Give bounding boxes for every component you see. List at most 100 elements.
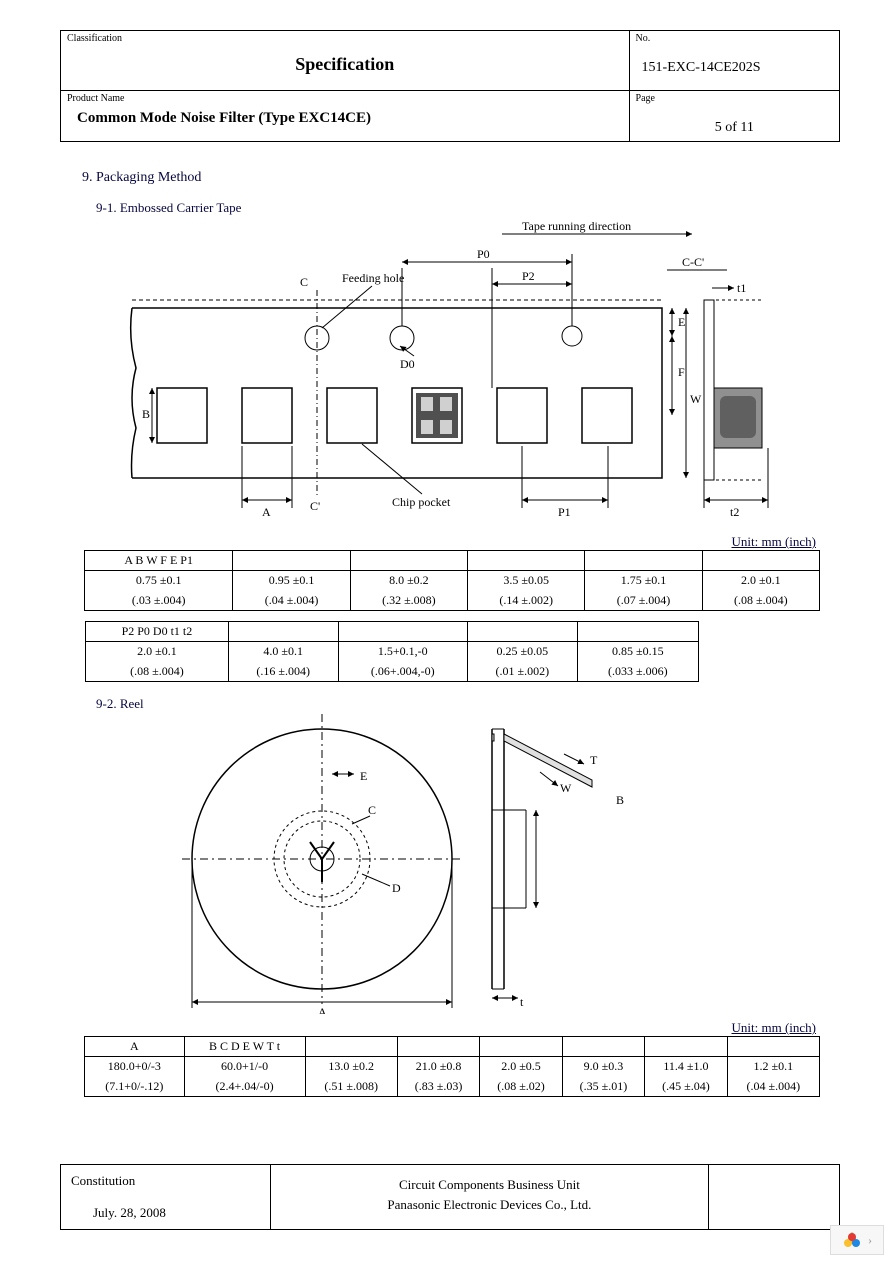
t3-h0: A [85,1037,185,1057]
t3-mm-1: 60.0+1/-0 [184,1057,305,1077]
t3-in-5: (.35 ±.01) [562,1077,644,1097]
business-unit: Circuit Components Business Unit [275,1177,705,1193]
no-label: No. [636,33,833,44]
t3-in-2: (.51 ±.008) [305,1077,397,1097]
product-title: Common Mode Noise Filter (Type EXC14CE) [77,110,623,127]
t1-mm-3: 3.5 ±0.05 [468,571,585,591]
t1-h5 [702,551,819,571]
svg-text:E: E [360,769,367,783]
t1-h0: A B W F E P1 [85,551,233,571]
t2-h3 [467,622,577,642]
t1-in-1: (.04 ±.004) [233,591,350,611]
t1-h1 [233,551,350,571]
t3-mm-3: 21.0 ±0.8 [397,1057,479,1077]
svg-text:D: D [392,881,401,895]
t3-h1: B C D E W T t [184,1037,305,1057]
reel-table: A B C D E W T t 180.0+0/-3 60.0+1/-0 13.… [84,1036,820,1097]
company-name: Panasonic Electronic Devices Co., Ltd. [275,1197,705,1213]
t3-in-6: (.45 ±.04) [645,1077,727,1097]
header-classification: Classification Specification [61,31,630,91]
t2-h4 [577,622,698,642]
svg-text:F: F [678,365,685,379]
t2-mm-0: 2.0 ±0.1 [86,642,229,662]
reel-diagram: E C D A [122,714,822,1018]
t2-in-2: (.06+.004,-0) [338,662,467,682]
svg-text:A: A [262,505,271,519]
unit-label-2: Unit: mm (inch) [82,1020,816,1036]
header-block: Classification Specification No. 151-EXC… [60,30,840,142]
tape-table-2: P2 P0 D0 t1 t2 2.0 ±0.1 4.0 ±0.1 1.5+0.1… [85,621,699,682]
header-no: No. 151-EXC-14CE202S [630,31,839,91]
t1-in-3: (.14 ±.002) [468,591,585,611]
t1-mm-0: 0.75 ±0.1 [85,571,233,591]
t3-h6 [645,1037,727,1057]
footer-block: Constitution July. 28, 2008 Circuit Comp… [60,1164,840,1230]
t3-in-4: (.08 ±.02) [480,1077,562,1097]
chevron-right-icon: › [868,1233,872,1248]
spec-title: Specification [67,54,623,75]
t2-mm-2: 1.5+0.1,-0 [338,642,467,662]
t2-in-1: (.16 ±.004) [228,662,338,682]
t3-mm-4: 2.0 ±0.5 [480,1057,562,1077]
unit-label-1: Unit: mm (inch) [82,534,816,550]
svg-text:t: t [520,995,524,1009]
constitution-label: Constitution [71,1173,260,1189]
svg-text:A: A [318,1005,327,1014]
t2-mm-4: 0.85 ±0.15 [577,642,698,662]
product-label: Product Name [67,93,623,104]
section-9-title: 9. Packaging Method [82,170,822,186]
t1-in-5: (.08 ±.004) [702,591,819,611]
t3-in-1: (2.4+.04/-0) [184,1077,305,1097]
t3-mm-5: 9.0 ±0.3 [562,1057,644,1077]
tape-diagram: Tape running direction P0 P2 C-C' t1 [122,218,822,532]
t1-in-2: (.32 ±.008) [350,591,467,611]
svg-text:t1: t1 [737,281,746,295]
footer-right [709,1165,839,1229]
header-product: Product Name Common Mode Noise Filter (T… [61,91,630,141]
t1-mm-2: 8.0 ±0.2 [350,571,467,591]
t1-h3 [468,551,585,571]
t1-in-4: (.07 ±.004) [585,591,702,611]
svg-text:D0: D0 [400,357,415,371]
t1-h4 [585,551,702,571]
svg-text:C': C' [310,499,320,513]
svg-text:Feeding hole: Feeding hole [342,271,404,285]
svg-text:C-C': C-C' [682,255,704,269]
svg-text:W: W [690,392,702,406]
svg-text:P1: P1 [558,505,571,519]
t3-h4 [480,1037,562,1057]
t3-h5 [562,1037,644,1057]
header-page: Page 5 of 11 [630,91,839,141]
t1-mm-5: 2.0 ±0.1 [702,571,819,591]
t3-mm-2: 13.0 ±0.2 [305,1057,397,1077]
t3-h3 [397,1037,479,1057]
t1-in-0: (.03 ±.004) [85,591,233,611]
section-9-1-title: 9-1. Embossed Carrier Tape [96,200,822,216]
svg-text:Chip pocket: Chip pocket [392,495,451,509]
cross-section [704,300,762,480]
classification-label: Classification [67,33,623,44]
t3-in-0: (7.1+0/-.12) [85,1077,185,1097]
t2-in-4: (.033 ±.006) [577,662,698,682]
footer-left: Constitution July. 28, 2008 [61,1165,271,1229]
t3-in-7: (.04 ±.004) [727,1077,819,1097]
svg-text:W: W [560,781,572,795]
svg-text:B: B [142,407,150,421]
constitution-date: July. 28, 2008 [93,1205,260,1221]
t2-h0: P2 P0 D0 t1 t2 [86,622,229,642]
t2-mm-1: 4.0 ±0.1 [228,642,338,662]
t2-h2 [338,622,467,642]
t1-mm-4: 1.75 ±0.1 [585,571,702,591]
widget-icon[interactable]: › [830,1225,884,1255]
svg-text:P0: P0 [477,247,490,261]
reel-side: T W B t [492,729,624,1009]
t3-in-3: (.83 ±.03) [397,1077,479,1097]
t3-h2 [305,1037,397,1057]
svg-text:E: E [678,315,685,329]
page-label: Page [636,93,833,104]
section-9-2-title: 9-2. Reel [96,696,822,712]
t2-in-0: (.08 ±.004) [86,662,229,682]
t3-mm-0: 180.0+0/-3 [85,1057,185,1077]
t1-h2 [350,551,467,571]
svg-text:T: T [590,753,598,767]
